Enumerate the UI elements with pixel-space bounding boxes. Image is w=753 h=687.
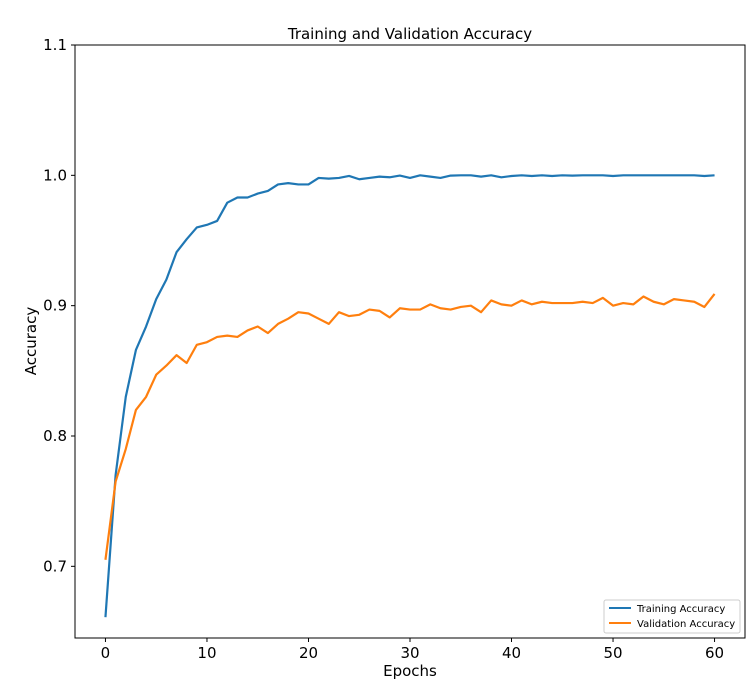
legend: Training Accuracy Validation Accuracy	[603, 599, 741, 634]
x-tick-label: 10	[197, 644, 216, 662]
y-axis: 0.7 0.8 0.9 1.0 1.1	[43, 36, 75, 575]
x-tick-label: 40	[502, 644, 521, 662]
legend-label-validation: Validation Accuracy	[637, 619, 735, 630]
training-accuracy-line	[104, 174, 715, 618]
x-tick-label: 30	[400, 644, 419, 662]
x-axis-label: Epochs	[383, 662, 437, 680]
x-tick-label: 60	[705, 644, 724, 662]
x-axis: 0 10 20 30 40 50 60	[101, 638, 724, 662]
x-tick-label: 20	[299, 644, 318, 662]
x-tick-label: 50	[603, 644, 622, 662]
y-axis-label: Accuracy	[22, 307, 40, 376]
y-tick-label: 1.0	[43, 166, 67, 184]
y-tick-label: 0.8	[43, 427, 67, 445]
legend-label-training: Training Accuracy	[636, 604, 725, 615]
y-tick-label: 1.1	[43, 36, 67, 54]
y-tick-label: 0.7	[43, 557, 67, 575]
x-tick-label: 0	[101, 644, 111, 662]
plot-area	[104, 174, 716, 618]
chart-title: Training and Validation Accuracy	[287, 25, 532, 43]
validation-accuracy-line	[104, 293, 716, 560]
y-tick-label: 0.9	[43, 297, 67, 315]
legend-box	[603, 599, 741, 634]
